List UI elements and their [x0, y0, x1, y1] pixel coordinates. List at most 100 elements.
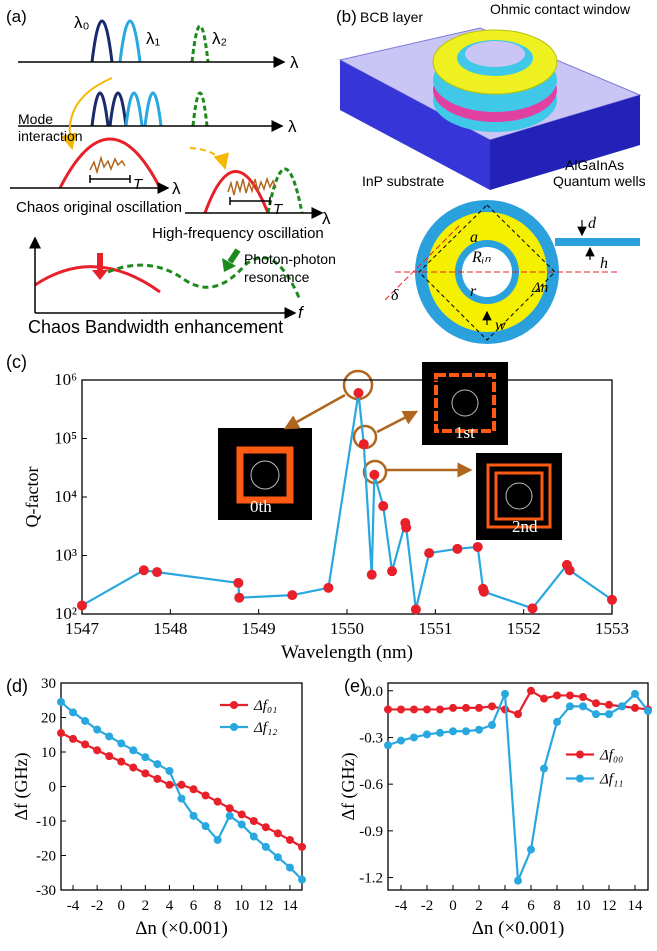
data-point — [214, 798, 222, 806]
figure: (a) λ₀ λ₁ λ₂ λ λ Mode interaction T λ Ch… — [0, 0, 657, 951]
mode-label: interaction — [18, 128, 83, 144]
data-point — [250, 817, 258, 825]
data-point — [436, 729, 444, 737]
y-tick-label: 20 — [41, 711, 56, 727]
legend-label: Δf₁₁ — [599, 772, 623, 788]
x-tick-label: 14 — [628, 898, 644, 914]
hf-label: High-frequency oscillation — [152, 225, 324, 242]
data-point — [579, 702, 587, 710]
chaos-label: Chaos original oscillation — [16, 199, 182, 216]
legend-label: Δf₁₂ — [253, 720, 277, 736]
pp-label: Photon-photon — [244, 251, 336, 267]
x-axis-label: Δn (×0.001) — [135, 918, 228, 939]
x-tick-label: 1549 — [242, 619, 276, 638]
data-point — [234, 593, 244, 603]
y-tick-label: -0.6 — [359, 777, 383, 793]
data-point — [359, 439, 369, 449]
y-tick-label: 10⁴ — [54, 487, 77, 506]
data-point — [514, 877, 522, 885]
data-point — [424, 548, 434, 558]
data-point — [190, 812, 198, 820]
data-point — [152, 567, 162, 577]
x-tick-label: 0 — [449, 898, 457, 914]
mode-label: Mode — [18, 111, 53, 127]
alg-label: AlGaInAs — [565, 157, 624, 173]
data-point — [69, 735, 77, 743]
legend-marker — [230, 723, 238, 731]
legend-marker — [576, 775, 584, 783]
data-point — [367, 570, 377, 580]
ohmic-label: Ohmic contact window — [490, 1, 631, 17]
h-label: h — [600, 255, 608, 272]
x-tick-label: 4 — [166, 898, 174, 914]
y-tick-label: 30 — [41, 676, 56, 692]
panel-a: (a) λ₀ λ₁ λ₂ λ λ Mode interaction T λ Ch… — [6, 7, 336, 337]
data-point — [631, 704, 639, 712]
data-point — [117, 758, 125, 766]
data-point — [178, 781, 186, 789]
bottom-label: Chaos Bandwidth enhancement — [28, 317, 283, 337]
data-point — [117, 739, 125, 747]
data-point — [644, 707, 652, 715]
axis-label: f — [298, 303, 305, 322]
data-point — [462, 704, 470, 712]
data-point — [105, 752, 113, 760]
y-tick-label: -1.2 — [359, 871, 383, 887]
data-point — [514, 710, 522, 718]
panel-label: (c) — [6, 352, 27, 372]
x-tick-label: 6 — [527, 898, 535, 914]
data-point — [565, 565, 575, 575]
panel-b: (b) BCB layer Ohmic contact window InP s… — [336, 1, 646, 344]
data-point — [250, 833, 258, 841]
data-point — [226, 804, 234, 812]
lambda0: λ₀ — [74, 13, 90, 32]
data-point — [527, 846, 535, 854]
data-point — [57, 698, 65, 706]
legend-marker — [576, 751, 584, 759]
legend-label: Δf₀₀ — [599, 748, 623, 764]
data-point — [436, 705, 444, 713]
data-point — [286, 864, 294, 872]
y-tick-label: -0.3 — [359, 730, 383, 746]
x-tick-label: 2 — [142, 898, 150, 914]
y-tick-label: 10 — [41, 745, 56, 761]
pp-label: resonance — [244, 269, 310, 285]
x-tick-label: 14 — [282, 898, 298, 914]
data-point — [274, 829, 282, 837]
data-point — [226, 812, 234, 820]
y-tick-label: 10³ — [55, 546, 77, 565]
x-tick-label: 1548 — [153, 619, 187, 638]
data-point — [449, 704, 457, 712]
x-tick-label: 12 — [602, 898, 617, 914]
data-point — [605, 701, 613, 709]
x-tick-label: 12 — [258, 898, 273, 914]
data-point — [579, 693, 587, 701]
data-point — [129, 764, 137, 772]
y-axis-label: Q-factor — [22, 467, 42, 528]
x-tick-label: 10 — [234, 898, 249, 914]
panel-label: (d) — [6, 676, 28, 696]
panel-label: (e) — [344, 676, 366, 696]
data-point — [462, 727, 470, 735]
x-tick-label: 4 — [501, 898, 509, 914]
inset-label: 2nd — [512, 517, 538, 536]
data-point — [69, 708, 77, 716]
data-point — [165, 767, 173, 775]
data-point — [566, 691, 574, 699]
y-axis-label: Δf (GHz) — [338, 752, 359, 820]
data-point — [618, 702, 626, 710]
a-label: a — [470, 229, 478, 246]
x-tick-label: 10 — [576, 898, 591, 914]
period: T — [133, 176, 144, 193]
data-point — [592, 699, 600, 707]
data-point — [190, 785, 198, 793]
data-point — [287, 590, 297, 600]
data-point — [423, 705, 431, 713]
data-point — [452, 544, 462, 554]
data-point — [323, 583, 333, 593]
data-point — [397, 705, 405, 713]
data-point — [384, 741, 392, 749]
data-point — [233, 578, 243, 588]
data-point — [153, 775, 161, 783]
y-tick-label: -0.9 — [359, 824, 383, 840]
